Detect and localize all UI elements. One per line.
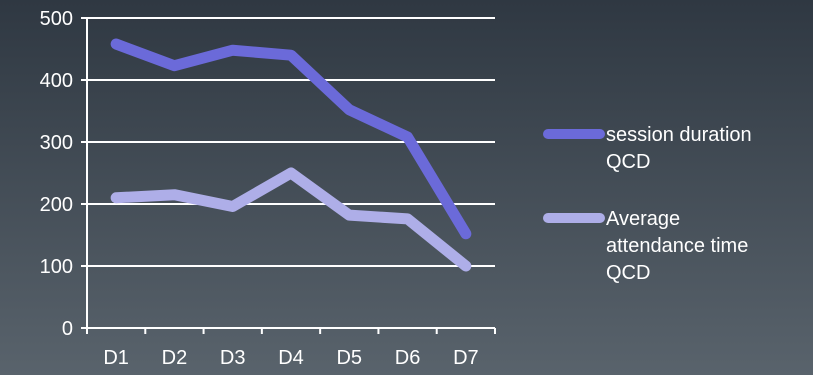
y-axis-ticks: 0 100 200 300 400 500 bbox=[40, 8, 87, 340]
y-tick-label: 300 bbox=[40, 132, 73, 154]
y-tick-label: 500 bbox=[40, 8, 73, 30]
x-tick-label: D3 bbox=[220, 347, 246, 369]
y-tick-label: 100 bbox=[40, 256, 73, 278]
legend-label: Average attendance time QCD bbox=[606, 208, 748, 284]
x-tick-label: D1 bbox=[103, 347, 129, 369]
x-axis-ticks: D1 D2 D3 D4 D5 D6 D7 bbox=[86, 328, 496, 369]
x-tick-label: D7 bbox=[453, 347, 479, 369]
series-lines bbox=[110, 38, 472, 272]
legend: session duration QCD Average attendance tim… bbox=[543, 124, 752, 284]
x-tick-label: D2 bbox=[162, 347, 188, 369]
axes bbox=[86, 18, 495, 329]
legend-entry-2: Average attendance time QCD bbox=[543, 208, 748, 284]
y-tick-label: 0 bbox=[62, 318, 73, 340]
x-tick-label: D5 bbox=[336, 347, 362, 369]
legend-label: session duration QCD bbox=[606, 124, 752, 173]
legend-entry-1: session duration QCD bbox=[543, 124, 752, 173]
series-line-1 bbox=[110, 38, 472, 240]
gridlines bbox=[87, 17, 495, 267]
y-tick-label: 400 bbox=[40, 70, 73, 92]
y-tick-label: 200 bbox=[40, 194, 73, 216]
series-line-2 bbox=[110, 167, 472, 272]
x-tick-label: D6 bbox=[395, 347, 421, 369]
x-tick-label: D4 bbox=[278, 347, 304, 369]
